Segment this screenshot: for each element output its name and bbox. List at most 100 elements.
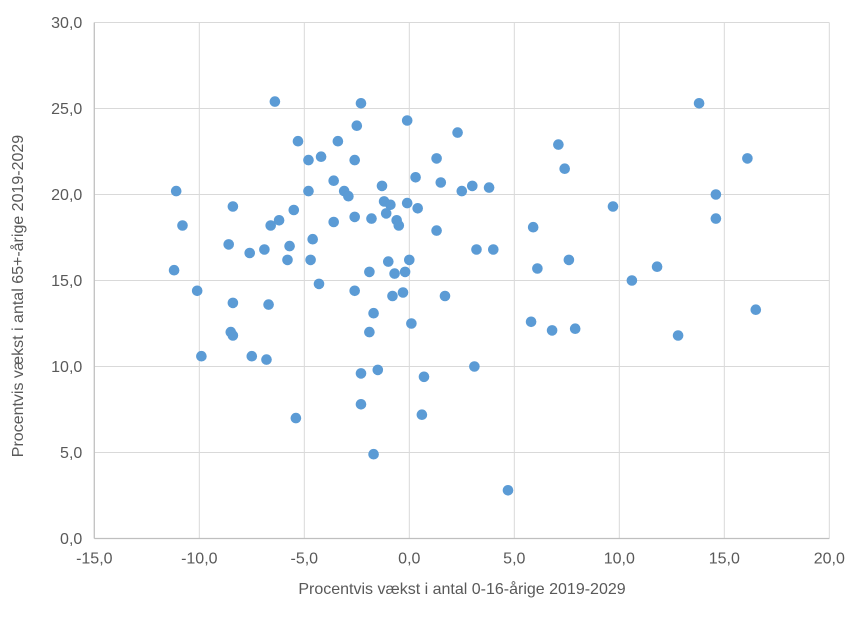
data-point: [263, 299, 274, 310]
data-point: [355, 399, 367, 410]
data-point: [244, 247, 255, 259]
data-point: [303, 185, 314, 197]
data-point: [559, 163, 570, 174]
data-point: [387, 290, 398, 302]
data-point: [553, 139, 564, 150]
data-point: [292, 135, 304, 147]
data-point: [368, 307, 379, 319]
data-point: [223, 239, 234, 250]
data-point: [355, 368, 367, 379]
data-point: [259, 244, 270, 255]
y-tick-label: 0,0: [60, 531, 82, 548]
data-points: [168, 96, 762, 496]
x-tick-label: 20,0: [814, 551, 845, 568]
data-point: [410, 172, 421, 183]
data-point: [525, 316, 537, 328]
data-point: [397, 287, 409, 298]
data-point: [227, 330, 239, 341]
x-axis-title: Procentvis vækst i antal 0-16-årige 2019…: [298, 580, 625, 598]
y-tick-label: 20,0: [51, 187, 82, 204]
data-point: [750, 304, 762, 316]
data-point: [191, 285, 203, 297]
data-point: [290, 412, 302, 424]
axis-lines: [93, 22, 830, 540]
y-tick-label: 30,0: [51, 15, 82, 32]
x-tick-label: 15,0: [709, 551, 740, 568]
data-point: [328, 216, 340, 228]
data-point: [343, 190, 354, 202]
data-point: [710, 213, 722, 224]
x-tick-label: -5,0: [291, 551, 319, 568]
data-point: [383, 256, 394, 267]
data-point: [177, 220, 188, 231]
y-tick-label: 15,0: [51, 273, 82, 290]
data-point: [227, 201, 239, 212]
data-point: [364, 326, 375, 338]
data-point: [380, 208, 392, 219]
data-point: [269, 96, 281, 107]
data-point: [416, 409, 428, 421]
data-point: [284, 240, 295, 252]
data-point: [265, 220, 277, 231]
data-point: [404, 254, 415, 266]
data-point: [563, 254, 575, 266]
data-point: [527, 221, 539, 233]
data-point: [439, 290, 451, 302]
data-point: [246, 350, 258, 362]
data-point: [376, 180, 388, 192]
data-point: [332, 135, 344, 147]
data-point: [435, 177, 447, 188]
y-tick-label: 25,0: [51, 101, 82, 118]
y-tick-label: 5,0: [60, 445, 82, 462]
data-point: [412, 203, 424, 214]
data-point: [502, 485, 514, 496]
data-point: [372, 364, 384, 376]
data-point: [170, 185, 182, 197]
data-point: [483, 182, 495, 193]
data-point: [431, 225, 442, 236]
x-tick-label: -15,0: [76, 551, 113, 568]
x-tick-label: -10,0: [181, 551, 218, 568]
data-point: [368, 448, 379, 460]
data-point: [261, 354, 272, 365]
data-point: [303, 154, 314, 166]
data-point: [273, 215, 285, 226]
x-tick-label: 0,0: [398, 551, 420, 568]
data-point: [651, 261, 663, 273]
data-point: [315, 151, 327, 162]
data-point: [672, 330, 684, 341]
y-axis-title: Procentvis vækst i antal 65+-årige 2019-…: [9, 135, 27, 458]
data-point: [227, 297, 239, 309]
data-point: [471, 244, 482, 255]
data-point: [401, 115, 413, 126]
data-point: [389, 268, 400, 279]
x-tick-label: 5,0: [503, 551, 525, 568]
data-point: [168, 264, 180, 276]
data-point: [196, 350, 207, 362]
data-point: [469, 361, 480, 372]
data-point: [401, 197, 413, 209]
data-point: [452, 127, 463, 138]
data-point: [626, 275, 638, 286]
data-point: [393, 220, 405, 231]
data-point: [366, 213, 377, 224]
data-point: [488, 244, 499, 255]
data-point: [313, 278, 325, 290]
data-point: [355, 98, 367, 109]
data-point: [569, 323, 581, 335]
data-point: [431, 153, 442, 164]
data-point: [351, 120, 363, 131]
data-point: [742, 153, 753, 164]
x-tick-label: 10,0: [604, 551, 635, 568]
data-point: [328, 175, 340, 186]
data-point: [406, 318, 417, 329]
data-point: [456, 185, 468, 197]
data-point: [305, 254, 316, 266]
data-point: [349, 211, 361, 223]
data-point: [349, 154, 361, 166]
data-point: [288, 204, 300, 216]
data-point: [364, 266, 375, 278]
data-point: [467, 180, 478, 192]
